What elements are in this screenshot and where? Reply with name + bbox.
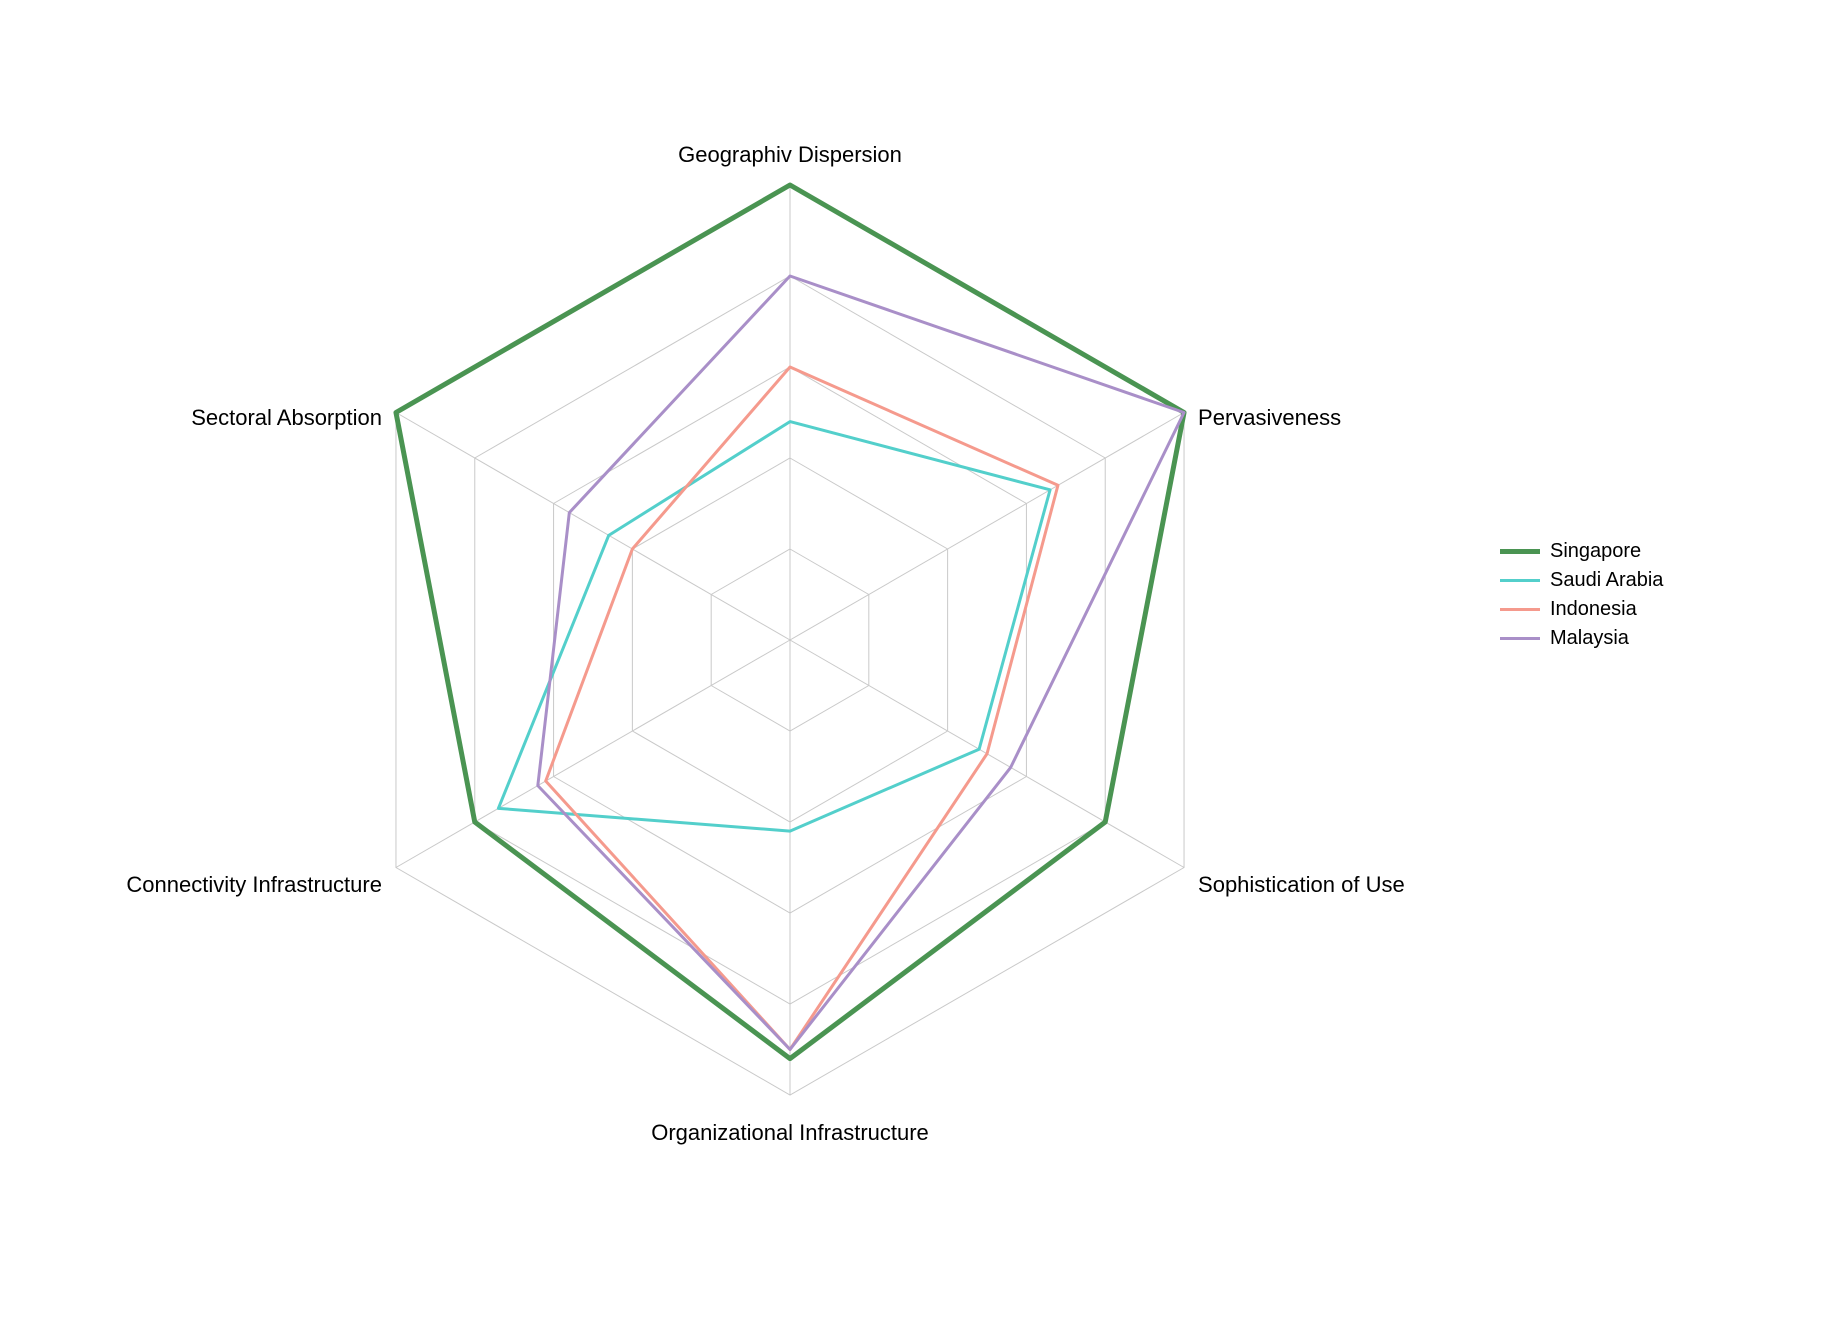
legend-swatch [1500,579,1540,582]
series-line [538,276,1184,1050]
legend-item: Indonesia [1500,598,1663,621]
chart-legend: Singapore Saudi Arabia Indonesia Malaysia [1500,540,1663,656]
legend-swatch [1500,549,1540,554]
axis-label: Connectivity Infrastructure [126,872,382,898]
legend-label: Singapore [1550,540,1641,563]
legend-label: Saudi Arabia [1550,569,1663,592]
grid-spoke [396,413,790,641]
series-line [498,422,1050,831]
legend-swatch [1500,637,1540,640]
axis-label: Geographiv Dispersion [678,142,902,168]
series-line [546,367,1058,1050]
legend-item: Saudi Arabia [1500,569,1663,592]
legend-item: Singapore [1500,540,1663,563]
axis-label: Pervasiveness [1198,405,1341,431]
axis-label: Organizational Infrastructure [651,1120,929,1146]
grid-spoke [790,413,1184,641]
legend-label: Indonesia [1550,598,1637,621]
axis-label: Sectoral Absorption [191,405,382,431]
legend-item: Malaysia [1500,627,1663,650]
axis-label: Sophistication of Use [1198,872,1405,898]
legend-swatch [1500,608,1540,611]
legend-label: Malaysia [1550,627,1629,650]
